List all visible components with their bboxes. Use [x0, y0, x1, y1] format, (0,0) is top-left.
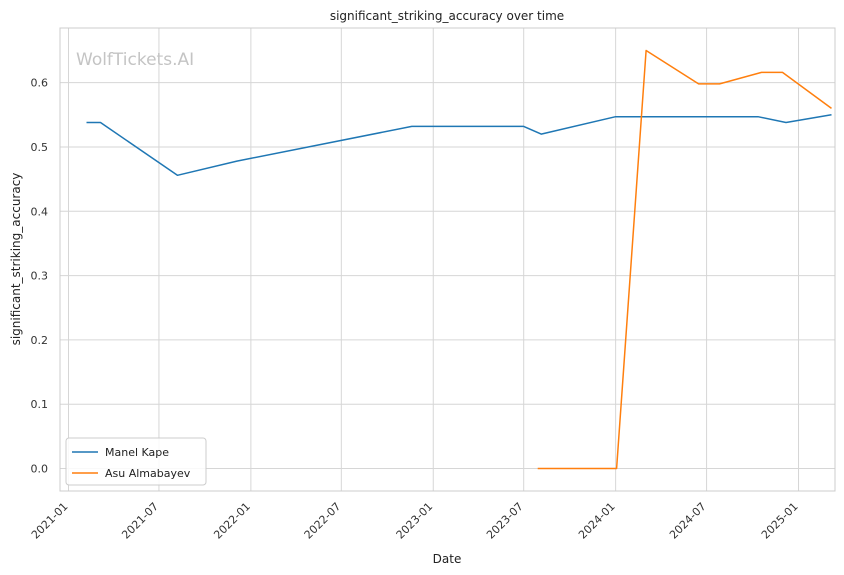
- legend-box: [65, 437, 207, 486]
- series-lines: [86, 49, 832, 470]
- series-line-manel-kape: [86, 114, 832, 177]
- y-tick-labels: 0.0 0.1 0.2 0.3 0.4 0.5 0.6: [31, 77, 49, 476]
- y-tick-label: 0.1: [31, 398, 49, 411]
- chart-title: significant_striking_accuracy over time: [330, 9, 564, 23]
- grid-lines: [60, 28, 835, 491]
- legend-label-manel-kape: Manel Kape: [105, 446, 169, 459]
- y-tick-label: 0.4: [31, 205, 49, 218]
- x-axis-title: Date: [433, 552, 462, 566]
- y-tick-label: 0.5: [31, 141, 49, 154]
- y-tick-label: 0.0: [31, 462, 49, 475]
- legend: Manel Kape Asu Almabayev: [65, 437, 207, 486]
- legend-label-asu-almabayev: Asu Almabayev: [105, 467, 191, 480]
- plot-area: [59, 27, 836, 492]
- y-tick-label: 0.6: [31, 77, 49, 90]
- y-tick-label: 0.3: [31, 270, 49, 283]
- series-line-asu-almabayev: [537, 49, 832, 470]
- watermark: WolfTickets.AI: [76, 50, 194, 70]
- y-axis-title: significant_striking_accuracy: [9, 173, 23, 346]
- y-tick-label: 0.2: [31, 334, 49, 347]
